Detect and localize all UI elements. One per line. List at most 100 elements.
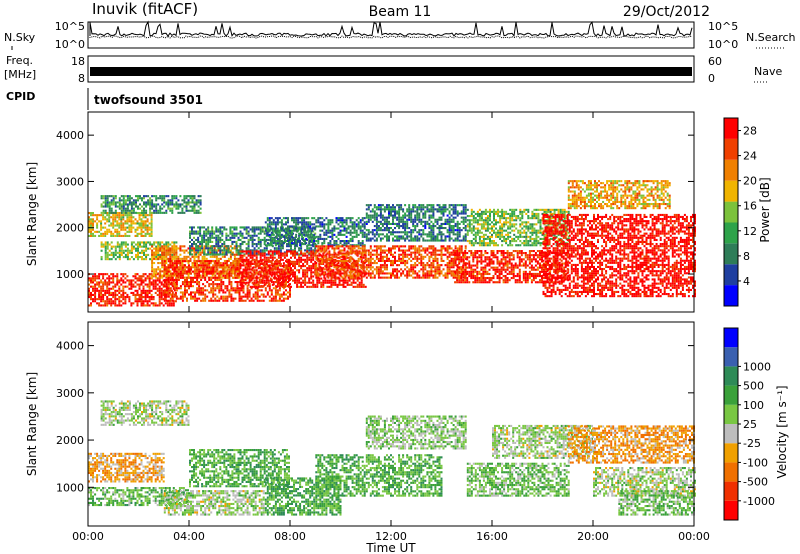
heatmap-cell — [204, 262, 207, 265]
heatmap-cell — [104, 289, 107, 292]
heatmap-cell — [347, 231, 350, 234]
heatmap-cell — [355, 229, 358, 232]
heatmap-cell — [179, 285, 182, 288]
heatmap-cell — [139, 195, 141, 198]
heatmap-cell — [126, 216, 129, 219]
heatmap-cell — [404, 274, 407, 277]
heatmap-cell — [340, 258, 343, 261]
heatmap-cell — [184, 289, 186, 292]
heatmap-cell — [282, 287, 285, 290]
heatmap-cell — [128, 209, 131, 212]
heatmap-cell — [321, 221, 324, 224]
heatmap-cell — [169, 272, 172, 275]
heatmap-cell — [327, 231, 330, 234]
heatmap-cell — [323, 227, 326, 230]
heatmap-cell — [243, 258, 246, 261]
heatmap-cell — [438, 270, 441, 273]
heatmap-cell — [220, 278, 223, 281]
heatmap-cell — [278, 268, 281, 271]
heatmap-cell — [92, 218, 94, 221]
heatmap-cell — [339, 219, 342, 222]
heatmap-cell — [352, 281, 355, 284]
heatmap-cell — [229, 262, 232, 265]
heatmap-cell — [175, 203, 178, 206]
heatmap-cell — [179, 276, 182, 279]
heatmap-cell — [200, 299, 203, 302]
heatmap-cell — [353, 223, 356, 226]
heatmap-cell — [112, 203, 115, 206]
heatmap-cell — [179, 205, 182, 208]
heatmap-cell — [214, 278, 217, 281]
heatmap-cell — [122, 224, 125, 227]
heatmap-cell — [235, 234, 238, 237]
heatmap-cell — [343, 262, 346, 265]
heatmap-cell — [294, 240, 296, 243]
heatmap-cell — [187, 262, 190, 265]
heatmap-cell — [128, 199, 131, 202]
heatmap-cell — [143, 241, 145, 244]
heatmap-cell — [355, 274, 358, 277]
heatmap-cell — [276, 266, 279, 269]
heatmap-cell — [184, 278, 186, 281]
heatmap-cell — [153, 272, 156, 275]
heatmap-cell — [245, 256, 248, 259]
heatmap-cell — [201, 240, 204, 243]
heatmap-cell — [327, 221, 330, 224]
heatmap-cell — [193, 226, 195, 229]
heatmap-cell — [130, 283, 133, 286]
heatmap-cell — [157, 256, 160, 259]
heatmap-cell — [249, 265, 252, 268]
heatmap-cell — [175, 264, 178, 267]
heatmap-cell — [428, 264, 431, 267]
heatmap-cell — [285, 240, 287, 243]
heatmap-cell — [392, 270, 394, 273]
heatmap-cell — [153, 203, 156, 206]
heatmap-cell — [216, 278, 219, 281]
heatmap-cell — [92, 224, 94, 227]
heatmap-cell — [126, 256, 129, 259]
heatmap-cell — [150, 222, 153, 225]
heatmap-cell — [266, 233, 269, 236]
heatmap-cell — [120, 293, 123, 296]
heatmap-cell — [106, 205, 109, 208]
heatmap-cell — [362, 285, 365, 288]
heatmap-cell — [369, 251, 372, 254]
heatmap-cell — [343, 225, 346, 228]
heatmap-cell — [322, 279, 325, 282]
heatmap-cell — [414, 276, 417, 279]
heatmap-cell — [324, 281, 327, 284]
heatmap-cell — [221, 238, 224, 241]
heatmap-cell — [266, 229, 269, 232]
heatmap-cell — [90, 291, 92, 294]
heatmap-cell — [139, 203, 141, 206]
heatmap-cell — [206, 272, 209, 275]
heatmap-cell — [217, 245, 220, 248]
heatmap-cell — [330, 285, 333, 288]
heatmap-cell — [327, 219, 330, 222]
heatmap-cell — [229, 255, 232, 258]
heatmap-cell — [161, 195, 164, 198]
heatmap-cell — [369, 253, 372, 256]
heatmap-cell — [140, 277, 143, 280]
heatmap-cell — [233, 228, 236, 231]
heatmap-cell — [198, 297, 201, 300]
heatmap-cell — [205, 253, 208, 256]
heatmap-cell — [268, 225, 271, 228]
heatmap-cell — [138, 226, 141, 229]
heatmap-cell — [153, 270, 156, 273]
heatmap-cell — [96, 289, 99, 292]
heatmap-cell — [90, 230, 92, 233]
heatmap-cell — [408, 268, 411, 271]
heatmap-cell — [223, 251, 226, 254]
heatmap-cell — [137, 197, 139, 200]
heatmap-cell — [304, 260, 307, 263]
heatmap-cell — [151, 201, 154, 204]
heatmap-cell — [327, 227, 330, 230]
heatmap-cell — [171, 207, 174, 210]
heatmap-cell — [394, 270, 396, 273]
heatmap-cell — [330, 281, 333, 284]
heatmap-cell — [140, 230, 143, 233]
heatmap-cell — [161, 247, 164, 250]
heatmap-cell — [308, 258, 311, 261]
heatmap-cell — [304, 269, 307, 272]
